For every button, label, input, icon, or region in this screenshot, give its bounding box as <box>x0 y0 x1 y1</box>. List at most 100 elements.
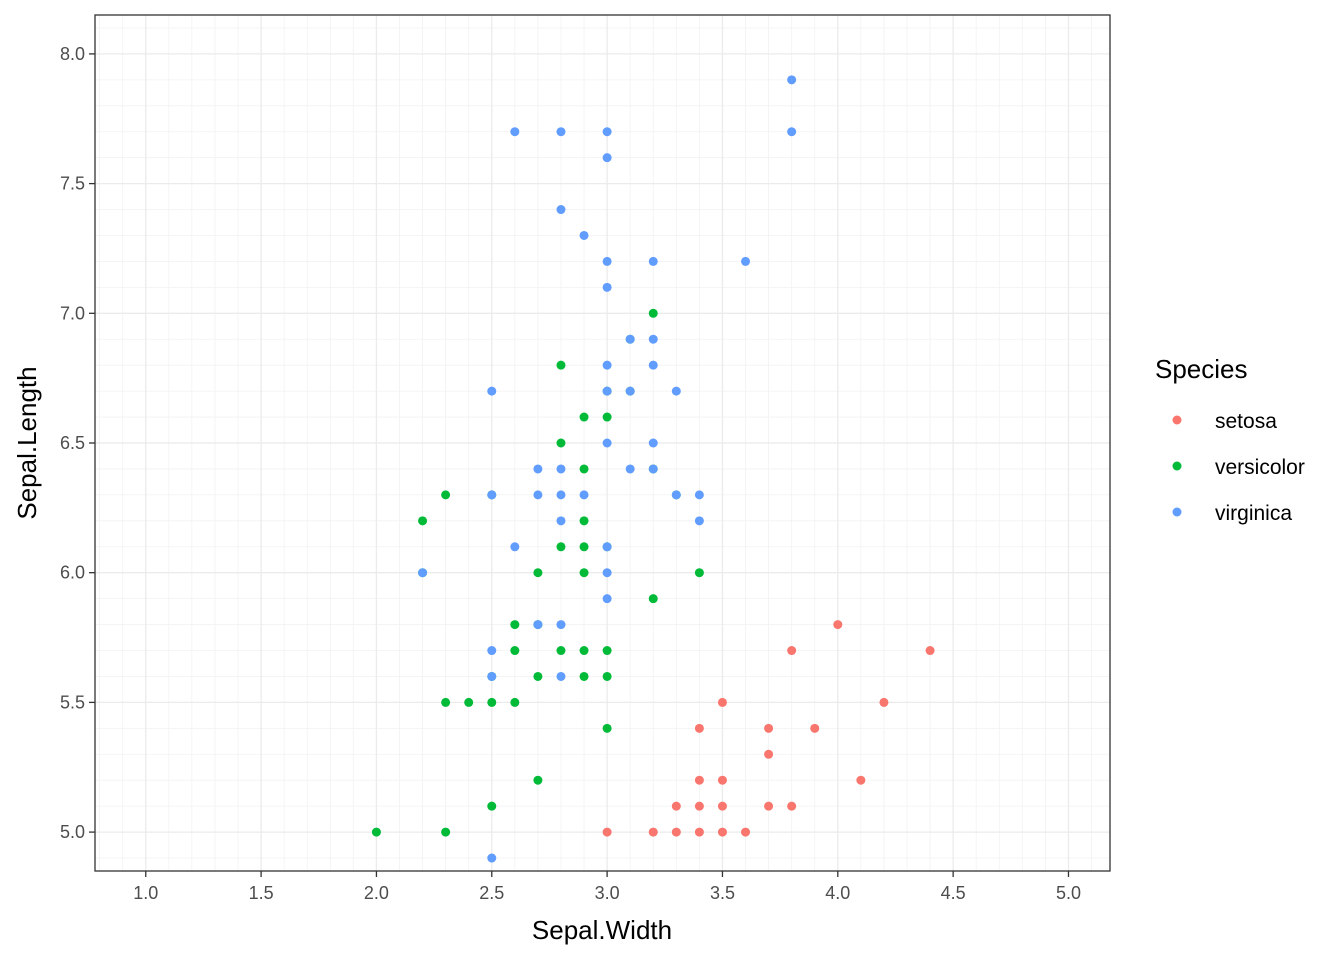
x-tick-label: 1.0 <box>133 883 158 903</box>
data-point-virginica <box>602 256 612 266</box>
data-point-virginica <box>602 568 612 578</box>
data-point-versicolor <box>510 620 520 630</box>
data-point-setosa <box>717 801 727 811</box>
legend-key-virginica <box>1172 507 1182 517</box>
data-point-virginica <box>556 127 566 137</box>
y-tick-label: 5.0 <box>60 822 85 842</box>
data-point-versicolor <box>533 568 543 578</box>
legend: Species setosa versicolor virginica <box>1155 354 1305 525</box>
data-point-versicolor <box>602 671 612 681</box>
y-tick-label: 6.5 <box>60 433 85 453</box>
data-point-setosa <box>648 827 658 837</box>
data-point-virginica <box>510 127 520 137</box>
y-axis-title: Sepal.Length <box>12 366 42 519</box>
data-point-setosa <box>694 723 704 733</box>
data-point-versicolor <box>487 697 497 707</box>
data-point-setosa <box>694 775 704 785</box>
data-point-versicolor <box>556 360 566 370</box>
x-tick-label: 2.0 <box>364 883 389 903</box>
x-axis: 1.0 1.5 2.0 2.5 3.0 3.5 4.0 4.5 5.0 <box>133 871 1081 903</box>
x-axis-title: Sepal.Width <box>532 915 672 945</box>
data-point-virginica <box>648 464 658 474</box>
data-point-virginica <box>602 153 612 163</box>
data-point-virginica <box>510 542 520 552</box>
y-tick-label: 8.0 <box>60 44 85 64</box>
data-point-versicolor <box>602 646 612 656</box>
data-point-virginica <box>556 490 566 500</box>
data-point-virginica <box>487 671 497 681</box>
data-point-setosa <box>856 775 866 785</box>
data-point-versicolor <box>556 542 566 552</box>
data-point-versicolor <box>418 516 428 526</box>
data-point-virginica <box>533 620 543 630</box>
data-point-setosa <box>879 697 889 707</box>
data-point-virginica <box>648 438 658 448</box>
data-point-virginica <box>533 490 543 500</box>
data-point-virginica <box>602 127 612 137</box>
data-point-virginica <box>556 205 566 215</box>
y-tick-label: 7.5 <box>60 174 85 194</box>
legend-key-versicolor <box>1172 461 1182 471</box>
data-point-virginica <box>671 386 681 396</box>
legend-key-setosa <box>1172 415 1182 425</box>
y-tick-label: 5.5 <box>60 692 85 712</box>
data-point-virginica <box>556 671 566 681</box>
data-point-versicolor <box>441 827 451 837</box>
data-point-versicolor <box>533 671 543 681</box>
data-point-virginica <box>556 516 566 526</box>
data-point-setosa <box>717 827 727 837</box>
data-point-virginica <box>487 646 497 656</box>
data-point-virginica <box>648 256 658 266</box>
data-point-virginica <box>602 542 612 552</box>
data-point-virginica <box>602 282 612 292</box>
data-point-setosa <box>764 749 774 759</box>
y-tick-label: 6.0 <box>60 563 85 583</box>
data-points <box>371 75 935 863</box>
data-point-virginica <box>487 386 497 396</box>
data-point-versicolor <box>602 412 612 422</box>
data-point-versicolor <box>579 568 589 578</box>
y-tick-label: 7.0 <box>60 303 85 323</box>
data-point-virginica <box>694 516 704 526</box>
data-point-virginica <box>694 490 704 500</box>
data-point-virginica <box>625 464 635 474</box>
data-point-setosa <box>717 697 727 707</box>
data-point-virginica <box>556 464 566 474</box>
data-point-versicolor <box>694 568 704 578</box>
data-point-setosa <box>925 646 935 656</box>
data-point-versicolor <box>371 827 381 837</box>
x-tick-label: 4.0 <box>825 883 850 903</box>
data-point-versicolor <box>533 775 543 785</box>
data-point-setosa <box>764 723 774 733</box>
data-point-versicolor <box>441 697 451 707</box>
data-point-setosa <box>787 646 797 656</box>
data-point-versicolor <box>487 801 497 811</box>
legend-label-virginica: virginica <box>1215 502 1292 525</box>
data-point-virginica <box>741 256 751 266</box>
data-point-virginica <box>787 127 797 137</box>
x-tick-label: 5.0 <box>1056 883 1081 903</box>
data-point-virginica <box>487 490 497 500</box>
x-tick-label: 1.5 <box>249 883 274 903</box>
x-tick-label: 4.5 <box>941 883 966 903</box>
data-point-setosa <box>787 801 797 811</box>
legend-label-versicolor: versicolor <box>1215 456 1305 479</box>
data-point-versicolor <box>510 697 520 707</box>
data-point-virginica <box>533 464 543 474</box>
data-point-setosa <box>671 801 681 811</box>
data-point-setosa <box>810 723 820 733</box>
data-point-versicolor <box>464 697 474 707</box>
data-point-virginica <box>579 230 589 240</box>
data-point-setosa <box>764 801 774 811</box>
data-point-virginica <box>648 360 658 370</box>
data-point-virginica <box>625 386 635 396</box>
data-point-virginica <box>579 490 589 500</box>
legend-title: Species <box>1155 354 1248 384</box>
data-point-virginica <box>648 334 658 344</box>
data-point-versicolor <box>579 646 589 656</box>
data-point-setosa <box>833 620 843 630</box>
data-point-versicolor <box>648 308 658 318</box>
data-point-versicolor <box>556 438 566 448</box>
data-point-versicolor <box>602 723 612 733</box>
